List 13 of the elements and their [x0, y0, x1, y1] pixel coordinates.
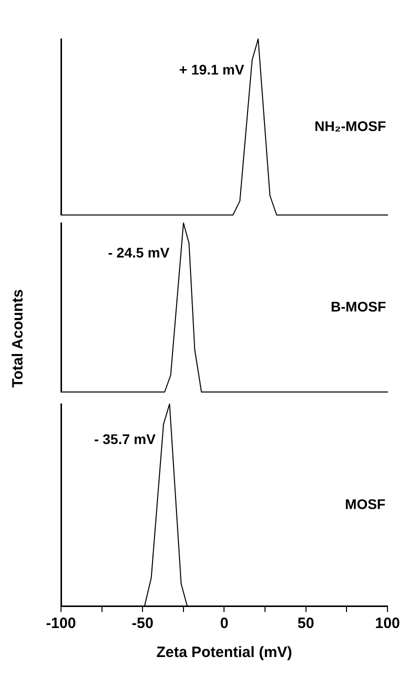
annotation: - 35.7 mV — [94, 431, 156, 448]
text: NH₂-MOSF — [314, 118, 386, 134]
x-tick-label: 50 — [298, 615, 314, 632]
annotation: + 19.1 mV — [179, 62, 245, 78]
x-tick-label: 100 — [374, 615, 400, 632]
y-axis-title: Total Acounts — [10, 288, 26, 390]
annotation: - 24.5 mV — [108, 244, 170, 260]
text: B-MOSF — [330, 298, 386, 314]
x-axis-title: Zeta Potential (mV) — [156, 644, 292, 662]
x-tick-label: 0 — [220, 615, 228, 632]
text: MOSF — [345, 496, 386, 512]
x-tick-label: -100 — [46, 615, 76, 632]
x-tick-label: -50 — [132, 615, 154, 632]
